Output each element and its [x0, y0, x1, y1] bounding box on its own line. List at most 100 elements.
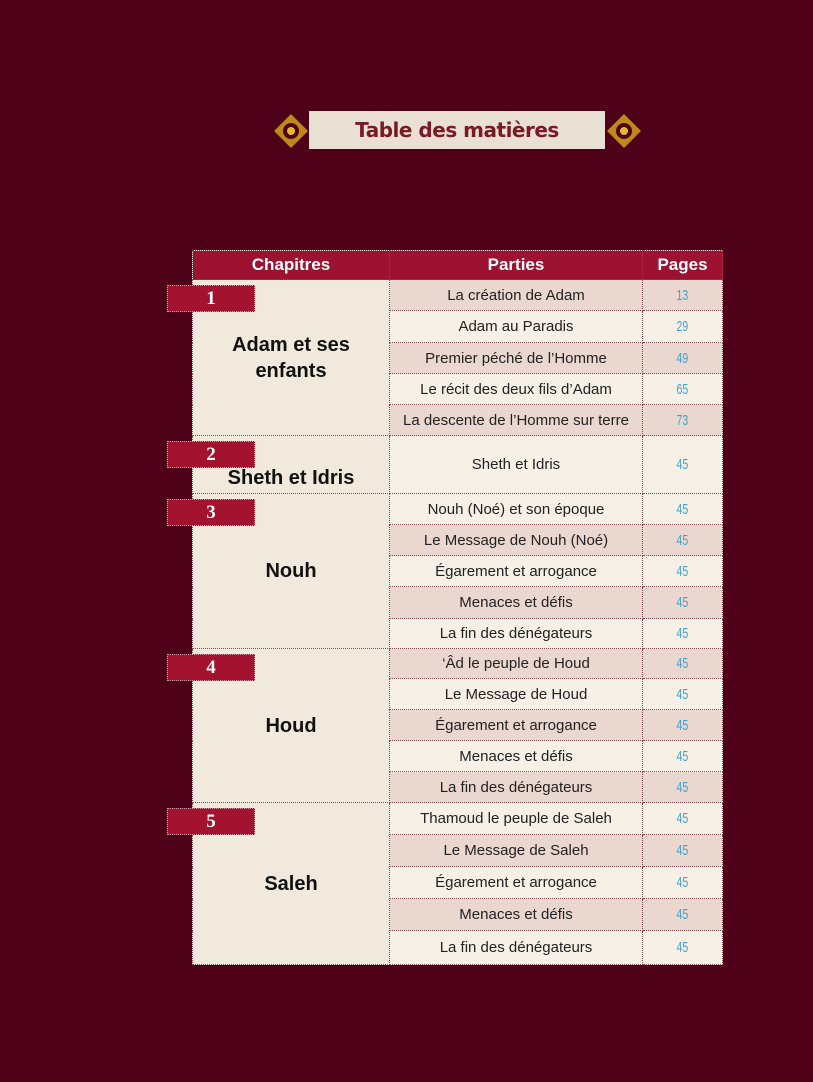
- part-title[interactable]: ‘Âd le peuple de Houd: [389, 648, 643, 679]
- table-row: 5 Saleh Thamoud le peuple de Saleh 45: [167, 802, 723, 965]
- part-title[interactable]: Menaces et défis: [389, 740, 643, 772]
- chapter-number-badge: 2: [167, 441, 255, 468]
- part-title[interactable]: Le Message de Saleh: [389, 834, 643, 867]
- page-number-cell: 45: [642, 524, 723, 556]
- part-title[interactable]: Adam au Paradis: [389, 310, 643, 343]
- page-number-cell: 45: [642, 771, 723, 803]
- part-title[interactable]: Premier péché de l’Homme: [389, 342, 643, 374]
- chapter-cell: 1 Adam et ses enfants: [167, 279, 390, 436]
- page-number[interactable]: 45: [676, 842, 689, 859]
- part-title[interactable]: Égarement et arrogance: [389, 866, 643, 899]
- part-title[interactable]: Égarement et arrogance: [389, 555, 643, 587]
- chapter-number-badge: 3: [167, 499, 255, 526]
- table-row: Le Message de Houd 45: [193, 678, 723, 710]
- page-number-cell: 45: [642, 618, 723, 649]
- header-chapters: Chapitres: [192, 250, 390, 280]
- page-number[interactable]: 45: [676, 625, 689, 642]
- page-number[interactable]: 45: [676, 939, 689, 956]
- page-number-cell: 45: [642, 866, 723, 899]
- part-title[interactable]: Nouh (Noé) et son époque: [389, 493, 643, 525]
- table-row: La descente de l’Homme sur terre 73: [193, 404, 723, 436]
- chapter-name: Nouh: [265, 560, 317, 582]
- header-pages: Pages: [642, 250, 723, 280]
- part-title[interactable]: Le Message de Nouh (Noé): [389, 524, 643, 556]
- page-number[interactable]: 45: [676, 562, 689, 580]
- page-number[interactable]: 65: [676, 380, 689, 398]
- page-number[interactable]: 29: [676, 318, 689, 335]
- title-text: Table des matières: [355, 118, 559, 142]
- part-title[interactable]: Égarement et arrogance: [389, 709, 643, 741]
- page-number-cell: 49: [642, 342, 723, 374]
- page-number[interactable]: 45: [676, 874, 689, 891]
- chapter-name: Houd: [265, 714, 317, 737]
- page-number-cell: 45: [642, 555, 723, 587]
- page-number-cell: 45: [642, 678, 723, 710]
- table-row: 3 Nouh Nouh (Noé) et son époque 45: [167, 493, 723, 649]
- page-number[interactable]: 45: [676, 716, 689, 734]
- page-number-cell: 45: [642, 834, 723, 867]
- page-number[interactable]: 45: [676, 594, 689, 611]
- page-number-cell: 45: [642, 930, 723, 965]
- table-row: Le Message de Nouh (Noé) 45: [193, 524, 723, 556]
- chapter-name: Adam et ses enfants: [232, 333, 350, 382]
- part-title[interactable]: La descente de l’Homme sur terre: [389, 404, 643, 436]
- page-number-cell: 29: [642, 310, 723, 343]
- page-number[interactable]: 45: [676, 747, 689, 765]
- table-row: Premier péché de l’Homme 49: [193, 342, 723, 374]
- table-row: Menaces et défis 45: [193, 586, 723, 619]
- page-number-cell: 45: [642, 648, 723, 679]
- toc-table: Chapitres Parties Pages 1 Adam et ses enf…: [167, 250, 723, 965]
- page-number-cell: 13: [642, 279, 723, 311]
- page-number-cell: 45: [642, 709, 723, 741]
- page-number-cell: 45: [642, 586, 723, 619]
- table-row: Égarement et arrogance 45: [193, 555, 723, 587]
- page-number[interactable]: 45: [676, 810, 689, 827]
- part-title[interactable]: La fin des dénégateurs: [389, 618, 643, 649]
- page-number[interactable]: 13: [676, 286, 689, 304]
- chapter-cell: 3 Nouh: [167, 493, 390, 649]
- chapter-number-badge: 5: [167, 808, 255, 835]
- part-title[interactable]: Menaces et défis: [389, 586, 643, 619]
- header-parts: Parties: [389, 250, 643, 280]
- part-title[interactable]: Le récit des deux fils d’Adam: [389, 373, 643, 405]
- table-row: Le récit des deux fils d’Adam 65: [193, 373, 723, 405]
- table-row: Menaces et défis 45: [193, 740, 723, 772]
- page-number[interactable]: 45: [676, 531, 689, 549]
- chapter-name: Sheth et Idris: [227, 467, 355, 489]
- part-title[interactable]: La fin des dénégateurs: [389, 771, 643, 803]
- page-number[interactable]: 45: [676, 778, 689, 796]
- chapter-cell: 4 Houd: [167, 648, 390, 803]
- chapter-cell: 2 Sheth et Idris: [167, 435, 390, 494]
- ornament-left-icon: [274, 114, 308, 148]
- part-title[interactable]: Le Message de Houd: [389, 678, 643, 710]
- table-row: La fin des dénégateurs 45: [193, 618, 723, 649]
- part-title[interactable]: La création de Adam: [389, 279, 643, 311]
- part-title[interactable]: Sheth et Idris: [389, 435, 643, 494]
- page-number-cell: 65: [642, 373, 723, 405]
- page-number-cell: 73: [642, 404, 723, 436]
- page-title: Table des matières: [309, 111, 605, 149]
- part-title[interactable]: La fin des dénégateurs: [389, 930, 643, 965]
- table-row: Égarement et arrogance 45: [193, 709, 723, 741]
- table-row: 1 Adam et ses enfants La création de Adam 1…: [167, 279, 723, 436]
- table-row: 4 Houd ‘Âd le peuple de Houd 45: [167, 648, 723, 803]
- page-number[interactable]: 45: [676, 685, 689, 703]
- page-number-cell: 45: [642, 435, 723, 494]
- page-number[interactable]: 45: [676, 906, 689, 923]
- page-number[interactable]: 49: [676, 349, 689, 367]
- page-number[interactable]: 45: [676, 655, 689, 672]
- chapter-number-badge: 4: [167, 654, 255, 681]
- table-row: La fin des dénégateurs 45: [193, 930, 723, 965]
- part-title[interactable]: Menaces et défis: [389, 898, 643, 931]
- table-row: Égarement et arrogance 45: [193, 866, 723, 899]
- part-title[interactable]: Thamoud le peuple de Saleh: [389, 802, 643, 835]
- page-number-cell: 45: [642, 493, 723, 525]
- table-row: 2 Sheth et Idris Sheth et Idris 45: [167, 435, 723, 494]
- page-number[interactable]: 45: [676, 456, 689, 473]
- page-number-cell: 45: [642, 802, 723, 835]
- page-number[interactable]: 45: [676, 500, 689, 518]
- chapter-cell: 5 Saleh: [167, 802, 390, 965]
- page-number-cell: 45: [642, 898, 723, 931]
- chapter-number-badge: 1: [167, 285, 255, 312]
- page-number[interactable]: 73: [676, 411, 689, 429]
